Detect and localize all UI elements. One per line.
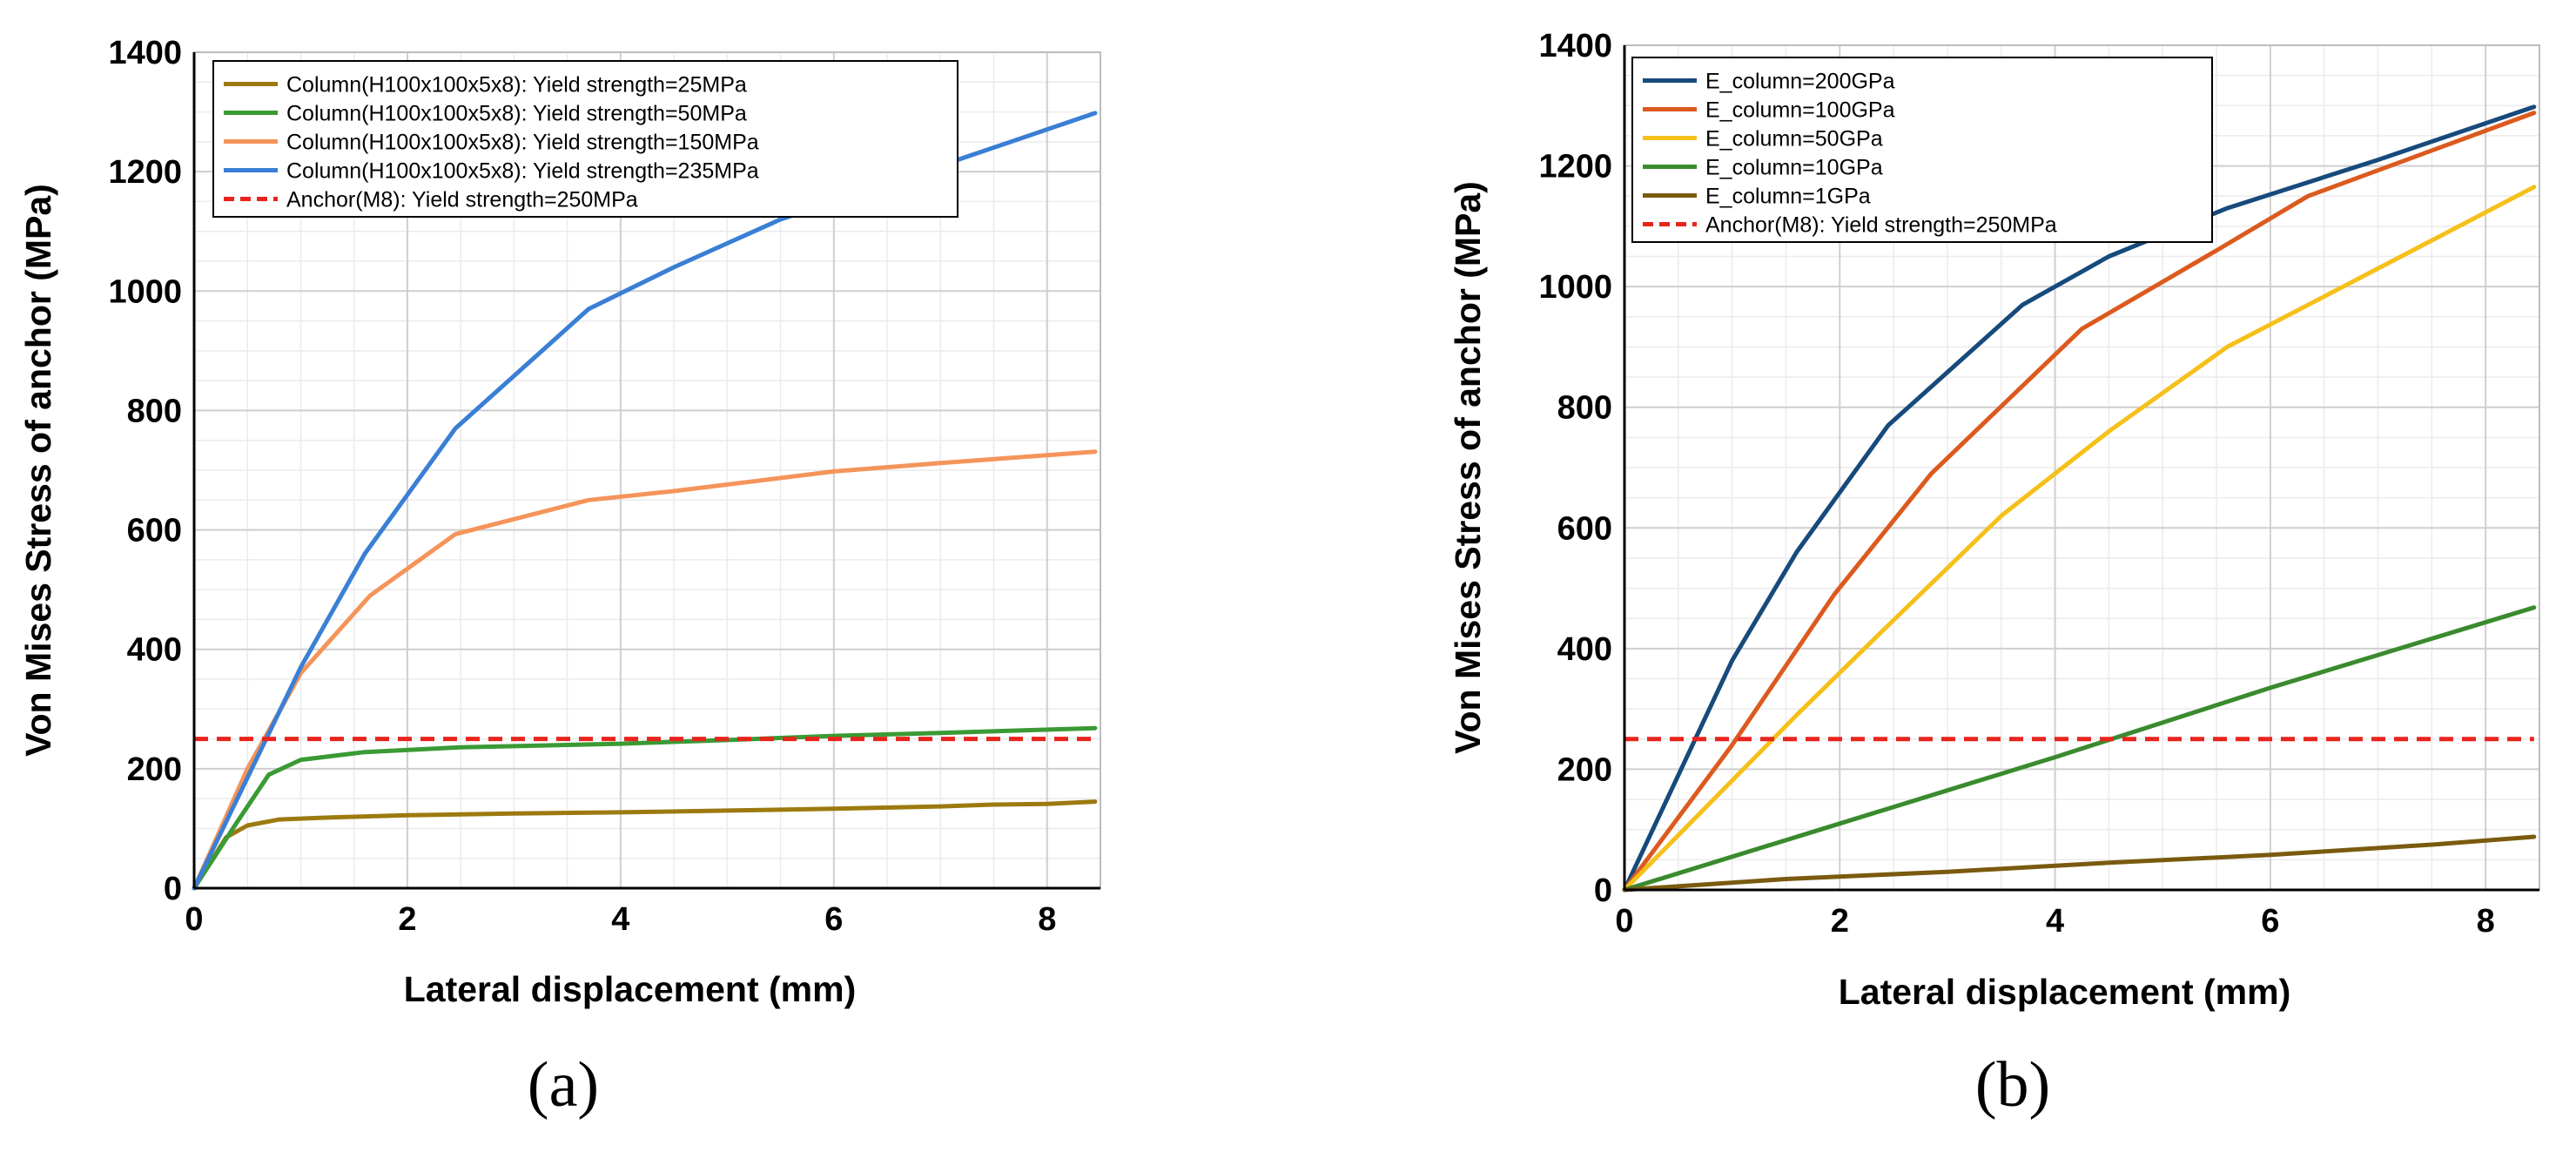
series-line-2 — [192, 725, 1098, 891]
x-tick-label: 0 — [1615, 903, 1633, 940]
x-tick-label: 2 — [1831, 903, 1849, 940]
y-tick-label: 400 — [1557, 631, 1612, 668]
legend-label: Column(H100x100x5x8): Yield strength=25M… — [286, 73, 747, 98]
legend-label: Column(H100x100x5x8): Yield strength=50M… — [286, 102, 747, 126]
panel-label: (a) — [528, 1049, 599, 1121]
y-axis-label: Von Mises Stress of anchor (MPa) — [1448, 181, 1488, 754]
x-tick-label: 8 — [2477, 903, 2495, 940]
series-line-5 — [1622, 834, 2537, 893]
x-tick-label: 6 — [2261, 903, 2279, 940]
y-tick-label: 800 — [1557, 390, 1612, 427]
legend: Column(H100x100x5x8): Yield strength=25M… — [212, 60, 958, 218]
y-tick-label: 0 — [1594, 872, 1612, 909]
series-line-3 — [1622, 185, 2537, 893]
y-tick-label: 1400 — [108, 35, 182, 71]
legend-label: Column(H100x100x5x8): Yield strength=235… — [286, 159, 759, 184]
x-tick-label: 0 — [185, 901, 203, 938]
y-tick-label: 1200 — [108, 154, 182, 191]
series-line-1 — [1622, 104, 2537, 893]
legend-label: Column(H100x100x5x8): Yield strength=150… — [286, 131, 759, 155]
y-tick-label: 800 — [127, 393, 182, 429]
x-tick-label: 4 — [2046, 903, 2064, 940]
y-tick-label: 200 — [127, 751, 182, 788]
panel-b-chart: 0 200 400 600 800 1000 1200 1400 0 2 4 6 8 Lateral di… — [1448, 28, 2540, 1121]
y-tick-label: 200 — [1557, 751, 1612, 788]
series-line-4 — [1622, 605, 2537, 893]
y-tick-label: 1200 — [1538, 149, 1612, 185]
panel-a-chart: 0 200 400 600 800 1000 1200 1400 0 2 4 6 8 Lateral di… — [18, 35, 1101, 1121]
series-line-2 — [1622, 111, 2537, 893]
legend: E_column=200GPa E_column=100GPa E_column=5… — [1631, 57, 2213, 243]
x-tick-label: 6 — [824, 901, 843, 938]
x-axis-label: Lateral displacement (mm) — [404, 969, 857, 1009]
y-tick-label: 0 — [164, 871, 182, 907]
y-tick-label: 600 — [127, 513, 182, 549]
y-tick-label: 1400 — [1538, 28, 1612, 64]
x-tick-label: 8 — [1038, 901, 1056, 938]
series-line-1 — [192, 799, 1098, 891]
y-tick-label: 1000 — [1538, 269, 1612, 306]
legend-label: Anchor(M8): Yield strength=250MPa — [286, 188, 638, 212]
y-tick-label: 400 — [127, 632, 182, 669]
legend-label: E_column=200GPa — [1705, 70, 1895, 94]
legend-label: E_column=50GPa — [1705, 127, 1883, 152]
legend-label: E_column=1GPa — [1705, 185, 1871, 209]
legend-label: E_column=10GPa — [1705, 156, 1883, 180]
y-tick-label: 1000 — [108, 273, 182, 310]
x-tick-label: 4 — [611, 901, 629, 938]
x-tick-label: 2 — [398, 901, 416, 938]
x-axis-label: Lateral displacement (mm) — [1839, 972, 2291, 1012]
panel-label: (b) — [1975, 1049, 2050, 1121]
legend-box — [1631, 57, 2213, 243]
y-axis-label: Von Mises Stress of anchor (MPa) — [18, 184, 58, 757]
y-tick-label: 600 — [1557, 510, 1612, 547]
legend-label: E_column=100GPa — [1705, 98, 1895, 123]
legend-box — [212, 60, 958, 218]
legend-label: Anchor(M8): Yield strength=250MPa — [1705, 213, 2057, 238]
